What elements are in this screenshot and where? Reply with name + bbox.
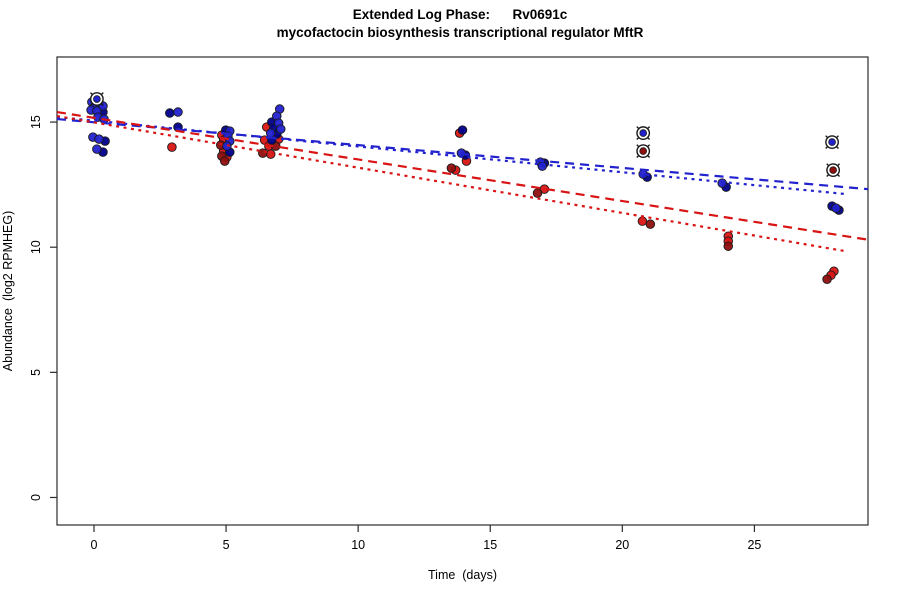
- data-point: [265, 128, 276, 138]
- y-tick-label: 0: [29, 494, 43, 501]
- y-tick-label: 5: [29, 369, 43, 376]
- data-point: [173, 107, 183, 117]
- data-point: [822, 274, 832, 284]
- outlier-center-point: [828, 138, 836, 146]
- data-point: [457, 125, 468, 135]
- x-tick-label: 25: [747, 538, 761, 552]
- x-tick-label: 5: [223, 538, 230, 552]
- data-point: [276, 124, 286, 134]
- outlier-center-point: [639, 147, 647, 155]
- data-point: [222, 141, 232, 151]
- outlier-center-point: [639, 129, 647, 137]
- y-tick-label: 15: [29, 115, 43, 129]
- plot-border: [56, 56, 869, 526]
- data-point: [258, 148, 268, 158]
- outlier-center-point: [93, 95, 101, 103]
- data-point: [94, 134, 104, 144]
- data-point: [831, 203, 841, 213]
- data-point: [717, 178, 727, 188]
- outlier-center-point: [829, 166, 837, 174]
- chart-title: Extended Log Phase: Rv0691c mycofactocin…: [0, 6, 900, 42]
- data-point: [165, 108, 175, 118]
- chart-title-line2: mycofactocin biosynthesis transcriptiona…: [276, 25, 644, 40]
- data-point: [219, 156, 230, 166]
- chart-title-line1: Extended Log Phase: Rv0691c: [352, 7, 568, 22]
- data-point: [92, 144, 102, 154]
- data-point: [645, 219, 656, 229]
- data-point: [537, 161, 548, 171]
- data-point: [637, 216, 648, 226]
- x-tick-label: 15: [483, 538, 497, 552]
- trend-line: [56, 110, 869, 241]
- data-point: [723, 241, 734, 251]
- trend-line: [56, 114, 845, 253]
- x-axis-label: Time (days): [428, 568, 497, 582]
- x-tick-label: 0: [91, 538, 98, 552]
- data-point: [446, 163, 457, 173]
- y-tick-label: 10: [29, 240, 43, 254]
- x-tick-label: 20: [615, 538, 629, 552]
- y-axis-label: Abundance (log2 RPMHEG): [1, 210, 15, 372]
- x-tick-label: 10: [351, 538, 365, 552]
- data-point: [532, 188, 543, 198]
- data-point: [167, 142, 177, 152]
